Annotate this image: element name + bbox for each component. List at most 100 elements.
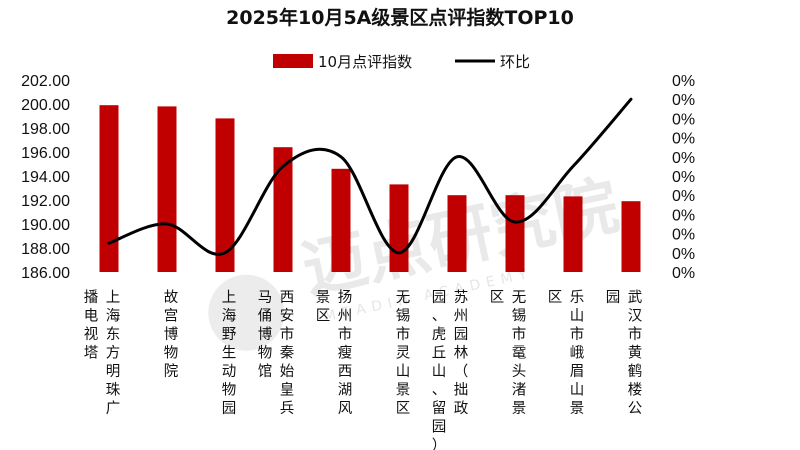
category-label-char: ） — [432, 437, 447, 450]
category-label-char: 风 — [338, 400, 353, 417]
category-label-char: 区 — [396, 401, 411, 417]
category-label-char: 景 — [316, 290, 331, 306]
bar-series — [99, 105, 641, 273]
category-label-char: 野 — [222, 326, 237, 343]
right-axis-tick-label: 0% — [672, 131, 695, 148]
category-label-char: 市 — [396, 326, 411, 343]
bar — [215, 118, 235, 273]
category-label-char: 上 — [222, 289, 237, 306]
category-label-char: 楼 — [628, 382, 643, 399]
category-label-char: 汉 — [628, 308, 643, 325]
category-label-char: 安 — [280, 308, 295, 325]
category-label-char: 扬 — [338, 289, 353, 306]
category-label-char: 山 — [432, 363, 447, 380]
left-axis: 186.00 188.00 190.00 192.00 194.00 196.00 198.… — [21, 73, 70, 282]
bar — [447, 195, 467, 272]
right-axis-tick-label: 0% — [672, 227, 695, 244]
category-label-char: 州 — [338, 309, 353, 325]
category-label-char: 区 — [548, 290, 563, 306]
right-axis-tick-label: 0% — [672, 246, 695, 263]
right-axis-tick-label: 0% — [672, 73, 695, 90]
chart-title: 2025年10月5A级景区点评指数TOP10 — [226, 6, 574, 29]
category-label-char: 苏 — [454, 289, 469, 306]
category-label-char: 公 — [628, 401, 643, 417]
category-label-char: 珠 — [106, 382, 121, 399]
right-axis-tick-label: 0% — [672, 265, 695, 282]
category-label-char: 东 — [106, 326, 121, 343]
left-axis-tick-label: 186.00 — [21, 265, 70, 282]
category-label-char: 市 — [512, 326, 527, 343]
category-label-char: 园 — [432, 420, 447, 436]
category-label-char: 上 — [106, 289, 121, 306]
category-label-char: 兵 — [280, 400, 295, 417]
legend-bar-swatch — [273, 54, 313, 68]
category-label-char: 乐 — [570, 289, 585, 306]
category-label-char: 锡 — [396, 308, 411, 325]
category-label-char: 方 — [106, 345, 121, 362]
category-label-char: 故 — [164, 289, 179, 306]
bar — [157, 106, 177, 273]
left-axis-tick-label: 196.00 — [21, 145, 70, 162]
category-label-char: 市 — [570, 326, 585, 343]
category-label-char: 湖 — [338, 382, 353, 399]
category-label-char: 眉 — [570, 364, 585, 380]
category-label-char: 、 — [432, 383, 447, 399]
category-label-char: 宫 — [164, 308, 179, 325]
category-label-char: 锡 — [512, 308, 527, 325]
category-label-char: 西 — [338, 364, 353, 380]
category-label-char: 始 — [280, 363, 295, 380]
right-axis: 0% 0% 0% 0% 0% 0% 0% 0% 0% 0% 0% — [672, 73, 695, 282]
category-label-char: 皇 — [280, 382, 295, 399]
legend-bar-label: 10月点评指数 — [318, 53, 412, 71]
category-label-char: 山 — [570, 382, 585, 399]
category-label-char: 海 — [222, 308, 237, 325]
right-axis-tick-label: 0% — [672, 150, 695, 167]
left-axis-tick-label: 198.00 — [21, 121, 70, 138]
bar — [331, 168, 351, 272]
category-label-char: 、 — [432, 309, 447, 325]
category-label-char: 虎 — [432, 326, 447, 343]
category-label-char: 鼋 — [512, 345, 527, 362]
category-label-char: 武 — [628, 289, 643, 306]
category-label-char: 广 — [106, 400, 121, 417]
category-label-char: 州 — [454, 309, 469, 325]
left-axis-tick-label: 188.00 — [21, 241, 70, 258]
category-label-char: 头 — [512, 363, 527, 380]
category-label-char: 秦 — [280, 345, 295, 362]
category-label-char: 物 — [222, 382, 237, 399]
right-axis-tick-label: 0% — [672, 111, 695, 128]
left-axis-tick-label: 202.00 — [21, 73, 70, 90]
category-label-char: 政 — [454, 400, 469, 417]
category-label-char: 景 — [512, 401, 527, 417]
category-label-char: 景 — [396, 383, 411, 399]
category-label-char: 俑 — [258, 308, 273, 325]
category-label-char: 留 — [432, 400, 447, 417]
category-label-char: 播 — [84, 289, 99, 306]
category-label-char: 园 — [222, 401, 237, 417]
bar — [273, 147, 293, 272]
category-label-char: 丘 — [432, 345, 447, 362]
line-series — [107, 97, 633, 256]
category-label-char: 明 — [106, 364, 121, 380]
left-axis-tick-label: 194.00 — [21, 169, 70, 186]
category-label-char: 马 — [258, 289, 273, 306]
category-label-char: 灵 — [396, 346, 411, 362]
legend: 10月点评指数 环比 — [273, 53, 530, 71]
category-label-char: 动 — [222, 363, 237, 380]
bar — [563, 196, 583, 272]
category-label-char: 塔 — [84, 345, 99, 362]
category-label-char: 拙 — [454, 382, 469, 399]
category-label-char: 市 — [280, 326, 295, 343]
category-label-char: 电 — [84, 308, 99, 325]
left-axis-tick-label: 190.00 — [21, 217, 70, 234]
right-axis-tick-label: 0% — [672, 92, 695, 109]
category-label-char: 山 — [396, 363, 411, 380]
